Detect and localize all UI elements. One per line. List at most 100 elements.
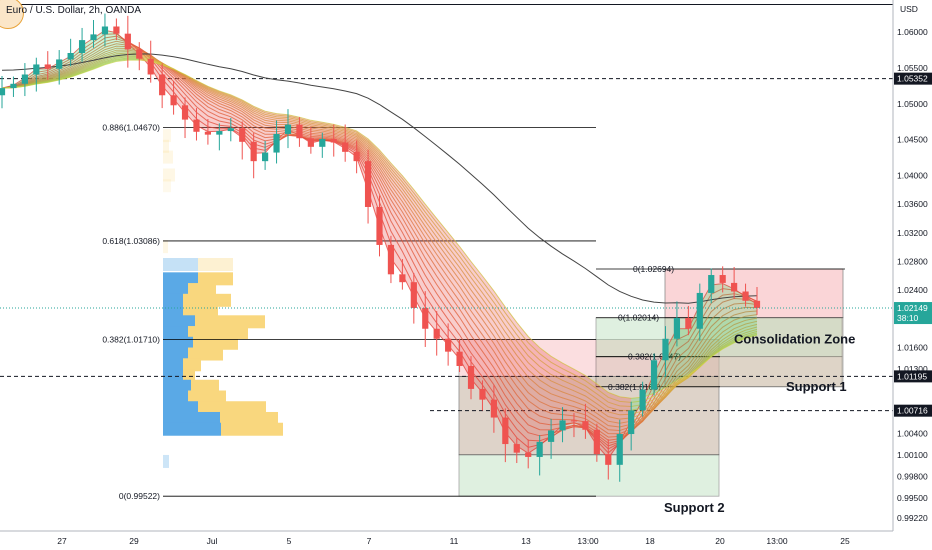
ribbon-fill [505,307,517,446]
vp-bar-buy [163,390,188,404]
vp-bar-sell [220,411,278,425]
support1-lower-box [595,356,843,388]
y-tick-label: 0.99800 [897,471,928,481]
candle-body [239,128,246,142]
vp-bar-buy [163,422,221,436]
candle-body [399,274,406,283]
candle-body [181,105,189,120]
price-label-tag [894,370,932,383]
support2-target-box [458,454,720,497]
y-tick-label: 1.02800 [897,256,928,266]
candle-body [296,124,303,139]
vp-bar-buy [163,283,188,297]
chart-title-text: Euro / U.S. Dollar, 2h, OANDA [6,5,142,16]
y-tick-label: 1.01600 [897,342,928,352]
support1-label: Support 1 [786,379,847,394]
candle-body [10,83,17,89]
ribbon-fill [276,113,288,141]
candle-body [490,399,497,418]
ribbon-fill [219,91,231,132]
ribbon-fill [162,65,174,99]
price-label-tag [894,404,932,417]
ribbon-fill [573,369,586,428]
chart-title: Euro / U.S. Dollar, 2h, OANDA [0,0,142,29]
price-label-tag [894,72,932,85]
y-tick-label: 1.03200 [897,228,928,238]
fib-level-label: 0(0.99522) [119,491,160,501]
vp-bar-sell [221,422,283,436]
candle-body [628,410,635,435]
vp-bar-sell [188,326,248,340]
vp-bar-sell [198,258,233,271]
consolidation-zone-label: Consolidation Zone [734,331,855,346]
candle-body [78,40,86,53]
candle-body [90,34,97,41]
vp-bar-sell [163,129,171,143]
vp-bar-sell [183,369,195,383]
candle-body [673,318,681,339]
y-tick-label: 1.05000 [897,99,928,109]
ribbon-fill [322,122,334,142]
candle-body [685,318,692,329]
candle-body [479,388,486,400]
x-tick-label: 25 [840,536,850,546]
fib-small-label: 0(1.02694) [633,264,674,274]
candle-body [330,138,337,143]
candle-body [582,421,589,430]
candle-body [307,138,314,147]
vp-bar-buy [163,326,188,340]
candle-body [204,131,212,135]
ribbon-fill [116,32,128,62]
candle-body [273,133,280,153]
vp-bar-buy [163,347,188,361]
candle-body [536,441,543,457]
ribbon-fill [722,283,735,349]
price-label-text: 1.05352 [897,74,928,84]
x-tick-label: 13:00 [766,536,788,546]
candle-body [753,300,761,308]
x-tick-label: 5 [287,536,292,546]
candle-body [593,429,600,455]
candle-body [445,338,452,352]
vp-bar-sell [163,150,173,164]
y-tick-label: 1.01300 [897,364,928,374]
fib-retracement: 0.886(1.04670) 0.618(1.03086) 0.382(1.0171… [102,122,845,501]
candle-body [124,33,131,50]
candle-body [101,26,109,35]
vp-bar-buy [163,411,220,425]
ribbon-fill [70,45,83,78]
currency-label: USD [900,4,918,14]
candle-body [284,124,292,134]
ribbon-fill [436,218,449,346]
time-axis-bg [0,531,932,550]
vp-bar-sell [188,347,223,361]
vp-bar-sell [198,272,233,286]
vp-bar-sell [198,401,266,415]
consolidation-box [664,268,844,319]
ribbon-fill [368,138,380,227]
vp-bar-buy [163,315,195,329]
candle-body [422,307,429,329]
candle-body [525,452,532,457]
y-tick-label: 1.04000 [897,170,928,180]
y-tick-label: 1.03600 [897,199,928,209]
y-tick-label: 1.04500 [897,135,928,145]
ribbon-fill [493,290,506,433]
vp-bar-sell [163,139,169,153]
candle-body [639,389,646,411]
x-tick-label: 29 [129,536,139,546]
ribbon-fill [539,347,552,446]
price-label-text: 1.01195 [897,371,927,381]
ribbon-fill [207,86,220,132]
vp-bar-buy [163,258,198,271]
vp-bar-sell [188,283,216,297]
x-tick-label: 13:00 [577,536,599,546]
price-label-text: 1.02149 [897,303,928,313]
candle-body [250,141,257,162]
ribbon-fill [196,80,208,132]
candle-body [410,282,417,308]
price-label-countdown: 38:10 [897,313,919,323]
candle-body [719,275,726,283]
